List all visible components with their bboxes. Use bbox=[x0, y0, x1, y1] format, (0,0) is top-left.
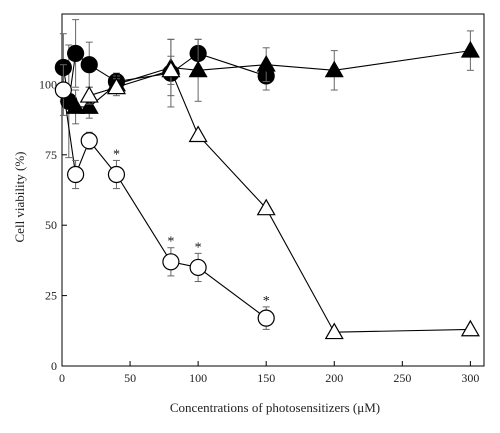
data-point bbox=[162, 253, 180, 271]
significance-marker: * bbox=[195, 240, 202, 255]
data-point bbox=[79, 85, 99, 103]
x-tick-label: 300 bbox=[461, 371, 479, 385]
data-point bbox=[460, 40, 480, 58]
x-tick-label: 250 bbox=[393, 371, 411, 385]
data-point bbox=[460, 319, 480, 337]
y-axis-label: Cell viability (%) bbox=[12, 152, 27, 243]
significance-marker: * bbox=[113, 147, 120, 162]
data-point bbox=[66, 97, 86, 114]
data-point bbox=[189, 258, 207, 277]
y-tick-label: 100 bbox=[39, 77, 57, 91]
x-tick-label: 0 bbox=[59, 371, 65, 385]
y-tick-label: 25 bbox=[45, 289, 57, 303]
x-tick-label: 50 bbox=[124, 371, 136, 385]
data-point bbox=[324, 322, 344, 340]
x-tick-label: 150 bbox=[257, 371, 275, 385]
data-point bbox=[188, 125, 208, 143]
data-point bbox=[54, 81, 72, 99]
y-tick-label: 50 bbox=[45, 218, 57, 232]
x-axis-label: Concentrations of photosensitizers (μM) bbox=[170, 400, 380, 415]
series-line bbox=[75, 50, 471, 108]
series-open-circle: * * * * bbox=[54, 64, 275, 330]
axes: 0 50 100 150 200 250 300 0 25 50 75 100 bbox=[39, 13, 485, 385]
data-point bbox=[256, 54, 276, 72]
data-point bbox=[324, 60, 344, 78]
data-point bbox=[188, 60, 208, 78]
data-point bbox=[79, 97, 99, 114]
y-tick-label: 75 bbox=[45, 148, 57, 162]
series-line bbox=[62, 89, 267, 319]
data-point bbox=[67, 44, 85, 63]
significance-marker: * bbox=[263, 294, 270, 309]
x-tick-label: 100 bbox=[189, 371, 207, 385]
data-point bbox=[107, 165, 126, 184]
data-point bbox=[257, 309, 275, 327]
data-point bbox=[161, 60, 181, 78]
y-tick-label: 0 bbox=[51, 359, 57, 373]
data-point bbox=[80, 56, 98, 74]
data-point bbox=[80, 132, 98, 150]
series-line bbox=[89, 69, 471, 333]
significance-marker: * bbox=[167, 235, 174, 250]
data-point bbox=[106, 77, 126, 95]
data-point bbox=[67, 165, 85, 184]
data-point bbox=[256, 198, 276, 216]
series-layer: * * * * bbox=[54, 19, 480, 340]
x-tick-label: 200 bbox=[325, 371, 343, 385]
series-open-triangle bbox=[79, 55, 480, 340]
plot-frame bbox=[61, 13, 485, 367]
